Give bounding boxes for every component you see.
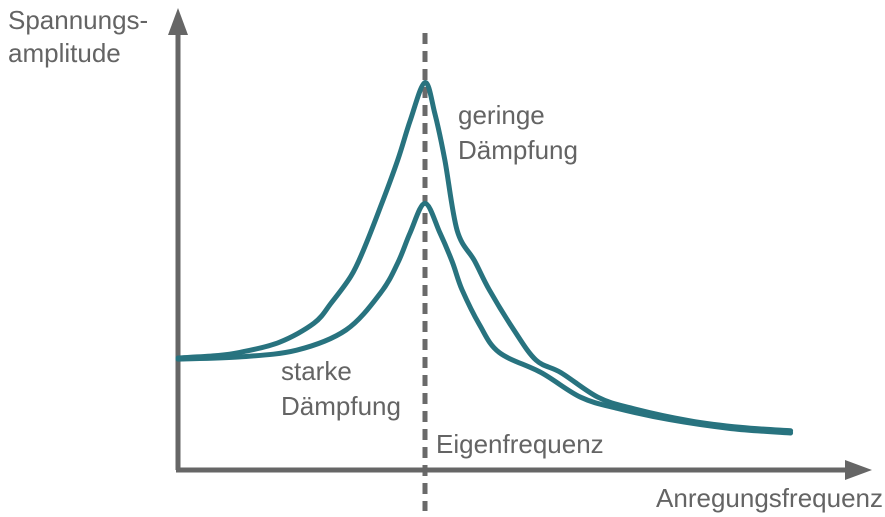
x-axis-label: Anregungsfrequenz — [656, 483, 883, 513]
high-damping-label: starke Dämpfung — [281, 354, 401, 424]
low-damping-label-line1: geringe — [458, 100, 545, 130]
low-damping-label: geringe Dämpfung — [458, 98, 578, 168]
curve-high-damping — [175, 200, 794, 436]
x-axis-arrowhead-icon — [845, 460, 872, 480]
eigenfrequenz-label: Eigenfrequenz — [436, 429, 604, 459]
curve-low-damping — [175, 80, 794, 434]
high-damping-label-line2: Dämpfung — [281, 391, 401, 421]
high-damping-label-line1: starke — [281, 356, 352, 386]
low-damping-label-line2: Dämpfung — [458, 135, 578, 165]
y-axis-arrowhead-icon — [168, 8, 188, 35]
y-axis-label: Spannungs- amplitude — [8, 4, 148, 70]
y-axis-label-line2: amplitude — [8, 38, 121, 68]
y-axis-label-line1: Spannungs- — [8, 5, 149, 35]
